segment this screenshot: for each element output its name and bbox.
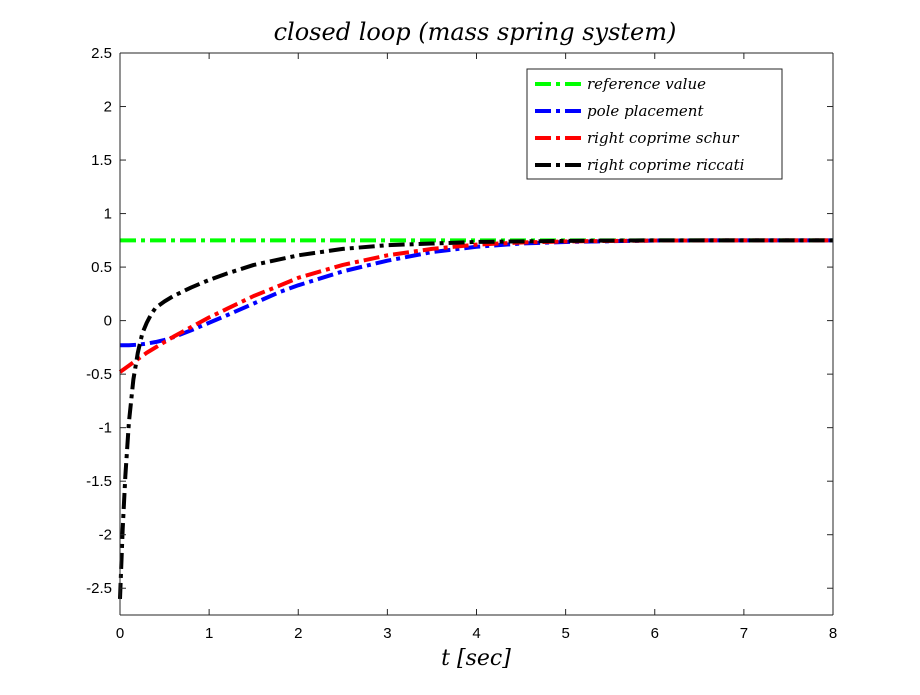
legend-label: reference value bbox=[587, 75, 706, 93]
axes: 0 1 2 3 4 5 6 7 8 -2.5 -2 -1.5 -1 -0.5 0 0.5 1 1.5 2 2.5 bbox=[86, 45, 837, 642]
x-tick-label: 8 bbox=[829, 625, 837, 642]
chart-title: closed loop (mass spring system) bbox=[274, 18, 677, 46]
y-tick-label: -0.5 bbox=[86, 366, 112, 383]
x-tick-label: 5 bbox=[561, 625, 569, 642]
legend-box bbox=[526, 68, 783, 180]
y-tick-label: 1 bbox=[104, 206, 112, 223]
legend: reference value pole placement right copri… bbox=[526, 68, 783, 180]
y-tick-label: -1 bbox=[99, 420, 112, 437]
x-tick-label: 2 bbox=[294, 625, 302, 642]
legend-label: right coprime schur bbox=[587, 129, 739, 147]
x-tick-label: 3 bbox=[383, 625, 391, 642]
x-tick-label: 1 bbox=[205, 625, 213, 642]
y-tick-label: 0 bbox=[104, 313, 112, 330]
y-tick-label: 1.5 bbox=[91, 152, 112, 169]
legend-label: right coprime riccati bbox=[587, 156, 745, 174]
x-tick-label: 6 bbox=[651, 625, 659, 642]
series-line-3 bbox=[118, 238, 833, 600]
x-tick-label: 4 bbox=[472, 625, 480, 642]
y-tick-label: 2.5 bbox=[91, 45, 112, 62]
x-tick-label: 0 bbox=[116, 625, 124, 642]
x-tick-label: 7 bbox=[740, 625, 748, 642]
y-tick-label: 0.5 bbox=[91, 259, 112, 276]
series-line-2 bbox=[118, 238, 833, 374]
y-tick-label: -1.5 bbox=[86, 473, 112, 490]
x-axis-label: t [sec] bbox=[441, 646, 511, 671]
y-tick-label: -2 bbox=[99, 527, 112, 544]
y-tick-label: -2.5 bbox=[86, 580, 112, 597]
legend-label: pole placement bbox=[587, 102, 704, 120]
y-tick-label: 2 bbox=[104, 99, 112, 116]
plot-lines bbox=[118, 238, 833, 600]
series-line-1 bbox=[120, 238, 833, 348]
